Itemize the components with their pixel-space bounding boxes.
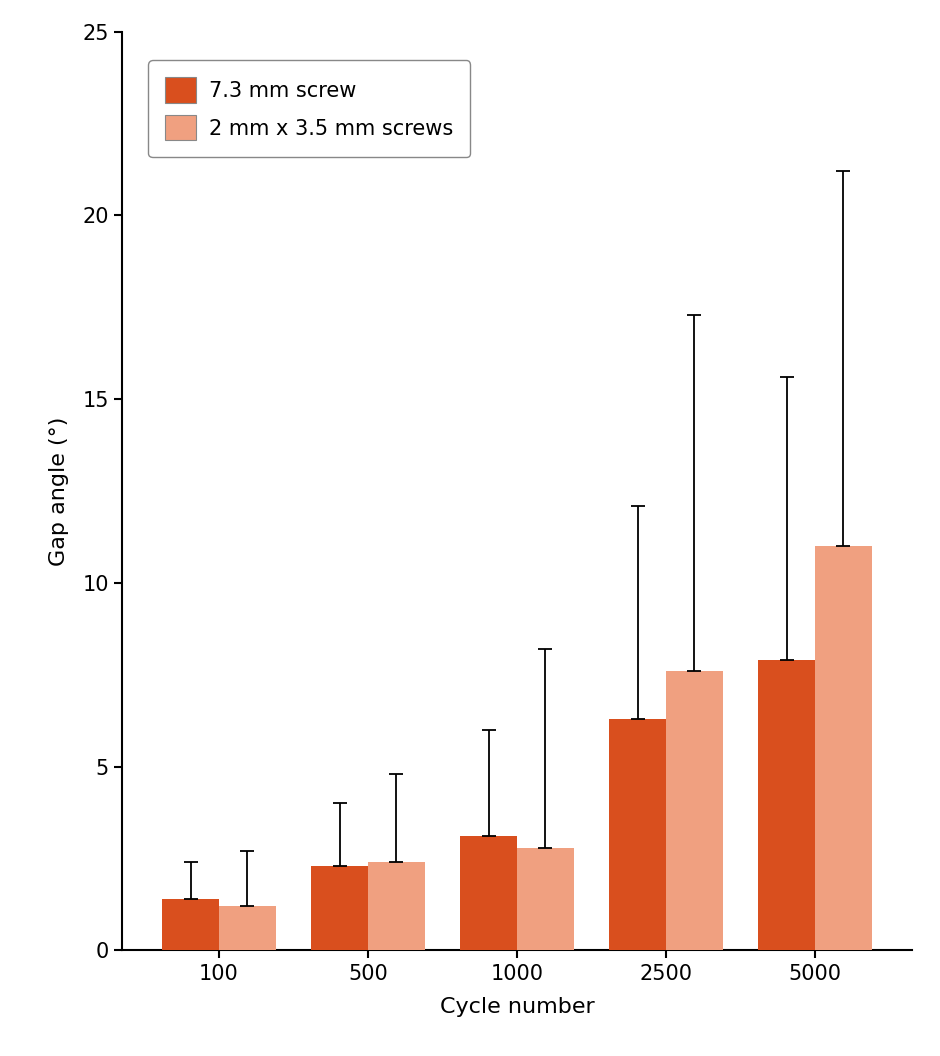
Bar xyxy=(666,672,723,950)
Bar xyxy=(219,906,275,950)
X-axis label: Cycle number: Cycle number xyxy=(440,998,594,1018)
Bar xyxy=(517,848,573,950)
Bar xyxy=(609,719,666,950)
Bar xyxy=(311,866,368,950)
Bar xyxy=(368,862,425,950)
Bar xyxy=(759,660,815,950)
Legend: 7.3 mm screw, 2 mm x 3.5 mm screws: 7.3 mm screw, 2 mm x 3.5 mm screws xyxy=(149,60,470,157)
Bar xyxy=(461,836,517,950)
Bar xyxy=(815,546,871,950)
Bar xyxy=(163,899,219,950)
Y-axis label: Gap angle (°): Gap angle (°) xyxy=(49,416,69,566)
